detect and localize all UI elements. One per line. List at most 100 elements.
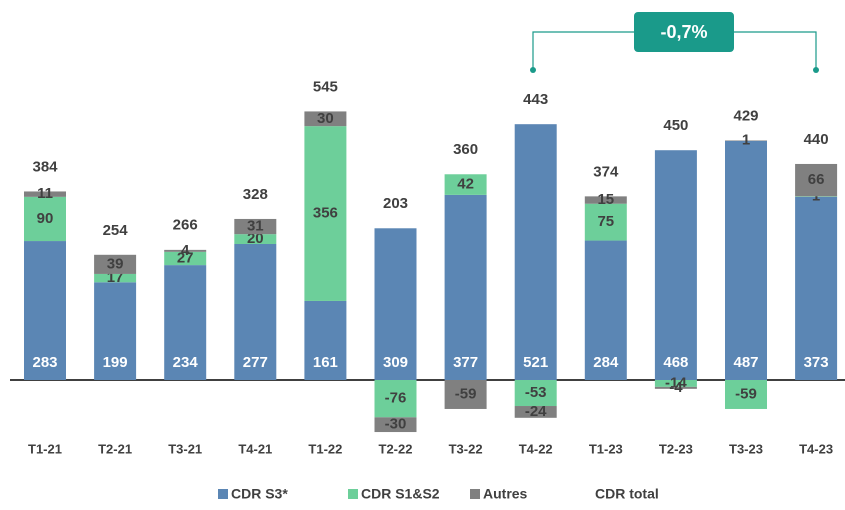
value-label: -59 [735, 385, 757, 402]
bracket [734, 31, 817, 70]
total-label: 360 [453, 141, 478, 158]
bar-segment [24, 196, 66, 242]
value-label: 277 [243, 354, 268, 371]
total-label: 443 [523, 91, 548, 108]
value-label: 521 [523, 354, 548, 371]
total-label: 429 [733, 107, 758, 124]
value-label: 487 [733, 354, 758, 371]
legend-label: CDR S1&S2 [361, 486, 440, 502]
legend-label: CDR total [595, 486, 659, 502]
bar-segment [795, 196, 838, 380]
bar-segment [514, 406, 557, 418]
value-label: 373 [804, 354, 829, 371]
bar-segment [24, 191, 66, 197]
bar-segment [374, 228, 417, 380]
value-label: 468 [663, 354, 688, 371]
bar-segment [304, 126, 347, 301]
value-label: -4 [669, 379, 683, 396]
value-label: 284 [593, 354, 619, 371]
bracket-dot [813, 67, 819, 73]
bar-segment [654, 380, 697, 387]
bar-segment [234, 234, 277, 244]
value-label: 75 [597, 213, 614, 230]
bar-segment [584, 196, 627, 204]
bar-segment [164, 249, 207, 252]
total-label: 545 [313, 78, 338, 95]
bar-segment [374, 417, 417, 433]
x-tick-label: T4-21 [238, 441, 272, 456]
value-label: 1 [742, 132, 750, 149]
x-tick-label: T2-21 [98, 441, 132, 456]
value-label: 90 [37, 210, 54, 227]
bar-segment [514, 380, 557, 407]
legend-swatch [218, 489, 228, 499]
bar-segment [164, 265, 207, 380]
value-label: 39 [107, 255, 124, 272]
annotation-box [634, 12, 734, 52]
value-label: 309 [383, 354, 408, 371]
bar-segment [24, 241, 66, 380]
legend-swatch [470, 489, 480, 499]
value-label: 66 [808, 171, 825, 188]
value-label: 356 [313, 205, 338, 222]
total-label: 266 [173, 216, 198, 233]
bar-segment [374, 380, 417, 418]
bar-segment [725, 380, 767, 409]
annotation: -0,7% [530, 12, 819, 73]
value-label: 42 [457, 176, 474, 193]
value-label: 234 [173, 354, 199, 371]
value-label: 11 [37, 185, 53, 202]
value-label: 4 [181, 242, 190, 259]
bar-segment [444, 194, 487, 380]
x-tick-label: T4-22 [519, 441, 553, 456]
bar-segment [444, 174, 487, 195]
value-label: 20 [247, 230, 264, 247]
value-label: 161 [313, 354, 338, 371]
value-label: 27 [177, 249, 194, 266]
annotation-text: -0,7% [660, 22, 707, 42]
bar-segment [514, 124, 557, 381]
bar-segment [584, 203, 627, 241]
value-label: -24 [525, 403, 547, 420]
total-label: 328 [243, 186, 268, 203]
total-label: 450 [663, 117, 688, 134]
x-tick-label: T2-23 [659, 441, 693, 456]
bar-segment [654, 386, 697, 389]
value-label: 30 [317, 110, 334, 127]
value-label: -53 [525, 384, 547, 401]
x-tick-label: T1-21 [28, 441, 62, 456]
bar-segment [444, 380, 487, 409]
x-tick-label: T2-22 [379, 441, 413, 456]
x-tick-label: T3-21 [168, 441, 202, 456]
bar-segment [234, 218, 277, 235]
bar-segment [304, 111, 347, 127]
value-label: -59 [455, 385, 477, 402]
x-tick-label: T1-22 [308, 441, 342, 456]
total-label: 203 [383, 195, 408, 212]
value-label: 31 [247, 218, 264, 235]
bar-segment [94, 273, 137, 283]
bracket-dot [530, 67, 536, 73]
x-tick-label: T3-23 [729, 441, 763, 456]
value-label: 199 [103, 354, 128, 371]
x-tick-label: T1-23 [589, 441, 623, 456]
value-label: 283 [32, 354, 57, 371]
x-tick-label: T3-22 [449, 441, 483, 456]
bar-segment [584, 240, 627, 380]
legend-label: Autres [483, 486, 528, 502]
value-label: -30 [385, 416, 407, 433]
total-label: 384 [32, 158, 58, 175]
bar-segment [795, 163, 838, 197]
total-label: 374 [593, 163, 619, 180]
bar-segment [234, 243, 277, 380]
value-label: 15 [597, 191, 614, 208]
bracket [532, 31, 634, 70]
bar-segment [304, 300, 347, 380]
bar-segment [725, 140, 767, 380]
legend-label: CDR S3* [231, 486, 288, 502]
bar-segment [164, 251, 207, 266]
total-label: 440 [804, 131, 829, 148]
x-tick-label: T4-23 [799, 441, 833, 456]
bar-segment [94, 282, 137, 380]
